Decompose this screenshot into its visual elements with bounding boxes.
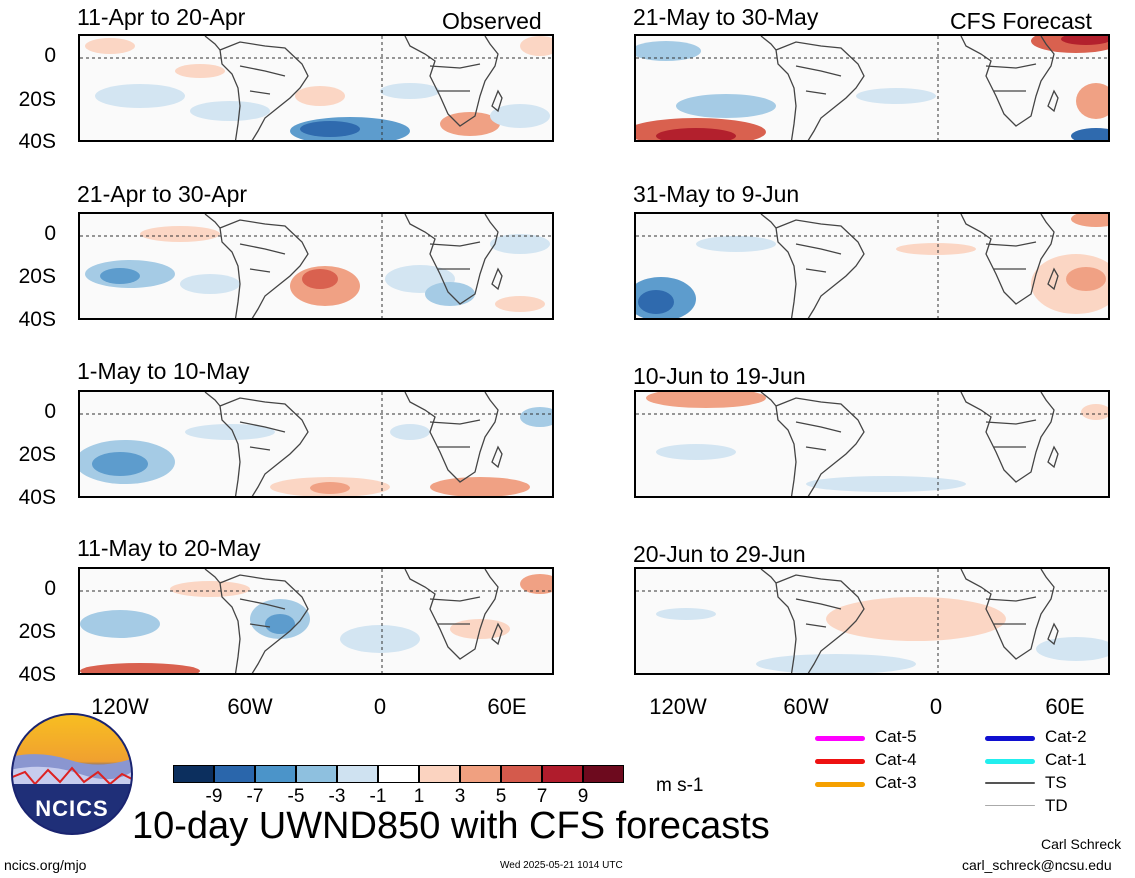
x-tick-120w-left: 120W bbox=[91, 694, 149, 719]
x-tick-60w-right: 60W bbox=[783, 694, 829, 719]
logo-text: NCICS bbox=[35, 796, 109, 821]
x-tick-60w-left: 60W bbox=[227, 694, 273, 719]
colorbar-tick: -1 bbox=[369, 786, 387, 807]
map-panel-4 bbox=[78, 567, 554, 675]
legend-label-cat1: Cat-1 bbox=[1045, 750, 1087, 769]
panel-title-7: 10-Jun to 19-Jun bbox=[633, 363, 806, 389]
footer-email[interactable]: carl_schreck@ncsu.edu bbox=[962, 857, 1112, 873]
colorbar-bin-5 bbox=[337, 765, 378, 783]
ncics-logo: NCICS bbox=[10, 712, 134, 836]
anomaly-map-6 bbox=[636, 214, 1108, 318]
footer-timestamp: Wed 2025-05-21 1014 UTC bbox=[500, 860, 623, 871]
colorbar-bin-3 bbox=[255, 765, 296, 783]
y-tick-0-row4: 0 bbox=[44, 577, 56, 600]
colorbar-tick: 5 bbox=[495, 786, 507, 807]
colorbar-bin-8 bbox=[460, 765, 501, 783]
y-tick-40s-row3: 40S bbox=[18, 486, 56, 509]
x-tick-120w-right: 120W bbox=[649, 694, 707, 719]
y-tick-20s-row2: 20S bbox=[18, 265, 56, 288]
y-tick-0-row1: 0 bbox=[44, 44, 56, 67]
colorbar-bin-2 bbox=[214, 765, 255, 783]
map-panel-3 bbox=[78, 390, 554, 498]
legend-swatch-cat2 bbox=[985, 736, 1035, 741]
panel-title-6: 31-May to 9-Jun bbox=[633, 181, 800, 207]
anomaly-map-7 bbox=[636, 392, 1108, 496]
colorbar-units: m s-1 bbox=[656, 775, 704, 796]
logo-icon bbox=[11, 713, 133, 835]
x-tick-0-right: 0 bbox=[929, 694, 943, 719]
panel-title-5: 21-May to 30-May bbox=[633, 4, 819, 30]
observed-label: Observed bbox=[442, 8, 542, 34]
footer-url[interactable]: ncics.org/mjo bbox=[4, 857, 87, 873]
x-tick-0-left: 0 bbox=[373, 694, 387, 719]
legend-swatch-cat1 bbox=[985, 759, 1035, 764]
colorbar-tick: -9 bbox=[205, 786, 223, 807]
x-tick-60e-right: 60E bbox=[1045, 694, 1085, 719]
footer-author: Carl Schreck bbox=[1041, 836, 1122, 852]
legend-label-ts: TS bbox=[1045, 773, 1067, 792]
map-panel-5 bbox=[634, 34, 1110, 142]
anomaly-map-3 bbox=[80, 392, 552, 496]
map-panel-2 bbox=[78, 212, 554, 320]
colorbar-bin-6 bbox=[378, 765, 419, 783]
anomaly-map-5 bbox=[636, 36, 1108, 140]
colorbar-bin-10 bbox=[542, 765, 583, 783]
colorbar-bin-1 bbox=[173, 765, 214, 783]
panel-title-4: 11-May to 20-May bbox=[77, 535, 261, 561]
y-tick-20s-row1: 20S bbox=[18, 88, 56, 111]
anomaly-map-2 bbox=[80, 214, 552, 318]
legend-label-cat2: Cat-2 bbox=[1045, 727, 1087, 746]
x-tick-60e-left: 60E bbox=[487, 694, 527, 719]
forecast-label: CFS Forecast bbox=[950, 8, 1092, 34]
anomaly-map-4 bbox=[80, 569, 552, 673]
colorbar-tick: -3 bbox=[328, 786, 346, 807]
legend-swatch-cat5 bbox=[815, 736, 865, 741]
y-tick-0-row3: 0 bbox=[44, 400, 56, 423]
panel-title-2: 21-Apr to 30-Apr bbox=[77, 181, 248, 207]
y-tick-40s-row4: 40S bbox=[18, 663, 56, 686]
y-tick-0-row2: 0 bbox=[44, 222, 56, 245]
legend-swatch-cat4 bbox=[815, 759, 865, 764]
legend-label-cat3: Cat-3 bbox=[875, 773, 917, 792]
y-tick-20s-row3: 20S bbox=[18, 443, 56, 466]
legend-swatch-ts bbox=[985, 782, 1035, 784]
colorbar-bin-7 bbox=[419, 765, 460, 783]
panel-title-8: 20-Jun to 29-Jun bbox=[633, 541, 806, 567]
colorbar-tick: 9 bbox=[577, 786, 589, 807]
legend-label-cat5: Cat-5 bbox=[875, 727, 917, 746]
y-tick-20s-row4: 20S bbox=[18, 620, 56, 643]
colorbar-bin-11 bbox=[583, 765, 624, 783]
colorbar-tick: 3 bbox=[454, 786, 466, 807]
map-panel-8 bbox=[634, 567, 1110, 675]
y-tick-40s-row1: 40S bbox=[18, 130, 56, 153]
anomaly-map-1 bbox=[80, 36, 552, 140]
map-panel-6 bbox=[634, 212, 1110, 320]
main-title: 10-day UWND850 with CFS forecasts bbox=[132, 805, 770, 847]
y-tick-40s-row2: 40S bbox=[18, 308, 56, 331]
colorbar-bin-9 bbox=[501, 765, 542, 783]
legend-label-td: TD bbox=[1045, 796, 1068, 815]
map-panel-7 bbox=[634, 390, 1110, 498]
colorbar-bin-4 bbox=[296, 765, 337, 783]
panel-title-1: 11-Apr to 20-Apr bbox=[77, 4, 246, 30]
colorbar-tick: 1 bbox=[413, 786, 425, 807]
colorbar-tick: -7 bbox=[246, 786, 264, 807]
wind-anomaly-contours bbox=[85, 36, 552, 140]
legend-swatch-td bbox=[985, 805, 1035, 806]
map-panel-1 bbox=[78, 34, 554, 142]
colorbar-tick: 7 bbox=[536, 786, 548, 807]
legend-swatch-cat3 bbox=[815, 782, 865, 787]
legend-label-cat4: Cat-4 bbox=[875, 750, 917, 769]
anomaly-map-8 bbox=[636, 569, 1108, 673]
panel-title-3: 1-May to 10-May bbox=[77, 358, 250, 384]
colorbar-tick: -5 bbox=[287, 786, 305, 807]
